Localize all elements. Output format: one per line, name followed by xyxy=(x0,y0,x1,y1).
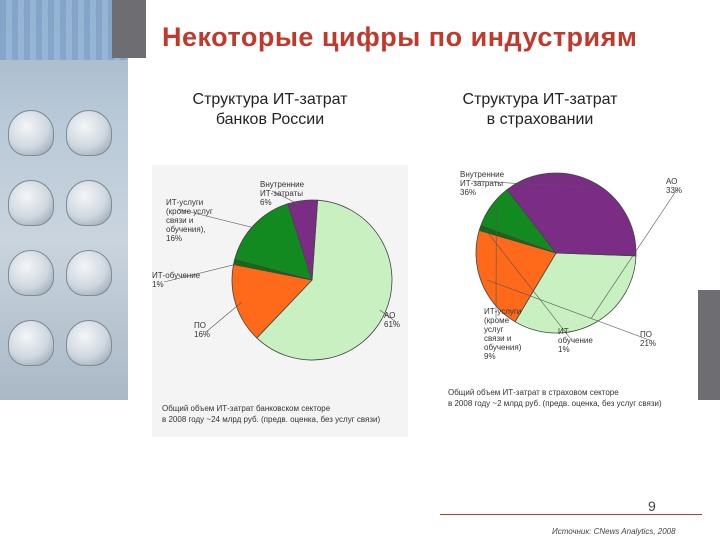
chart-title-line: банков России xyxy=(215,111,325,128)
pie-slice-0 xyxy=(256,199,393,361)
slice-label-line: ИТ-затраты xyxy=(260,189,303,198)
chart-note-line: Общий объем ИТ-затрат банковском секторе xyxy=(162,404,331,413)
page-number: 9 xyxy=(648,498,656,514)
slice-label-line: Внутренние xyxy=(460,170,505,179)
slice-label-line: ИТ-затраты xyxy=(460,179,503,188)
slice-label-line: ИТ-обучение xyxy=(152,271,201,280)
slice-label-line: АО xyxy=(384,311,395,320)
chart-title-line: в страховании xyxy=(486,111,594,128)
slice-label-line: АО xyxy=(666,177,677,186)
helmet-image xyxy=(8,250,54,296)
slice-label-line: (кроме xyxy=(484,316,510,325)
slice-label: АО 33% xyxy=(666,177,682,195)
leader-line xyxy=(177,208,259,230)
pie-slice-3 xyxy=(234,203,313,281)
slice-label-line: обучения), xyxy=(166,225,206,234)
helmet-image xyxy=(66,250,112,296)
chart-note-line: в 2008 году ~2 млрд руб. (предв. оценка,… xyxy=(448,399,662,408)
slice-label: Внутренние ИТ-затраты 36% xyxy=(460,170,505,197)
slice-label-line: 21% xyxy=(640,339,656,348)
slice-label-line: 1% xyxy=(152,280,164,289)
leader-line xyxy=(379,309,397,323)
pie-chart-insurance: АО 33% ПО 21% ИТ-обучение 1% ИТ-услуги (кроме ус… xyxy=(448,170,682,408)
chart-title-insurance: Структура ИТ-затрат в страховании xyxy=(430,90,650,130)
chart-panel-insurance: АО 33% ПО 21% ИТ-обучение 1% ИТ-услуги (кроме ус… xyxy=(440,165,696,420)
chart-title-line: Структура ИТ-затрат xyxy=(192,91,348,108)
slice-label-line: 9% xyxy=(484,352,496,361)
slice-label-line: услуг xyxy=(484,325,504,334)
slice-label-line: связи и xyxy=(166,216,193,225)
slice-label-line: 16% xyxy=(194,330,210,339)
slice-label-line: 1% xyxy=(558,345,570,354)
slice-label-line: ИТ- xyxy=(558,327,572,336)
footer-rule xyxy=(440,514,702,515)
helmet-image xyxy=(8,180,54,226)
chart-note: Общий объем ИТ-затрат банковском секторе… xyxy=(162,404,380,424)
chart-note: Общий объем ИТ-затрат в страховом сектор… xyxy=(448,388,662,408)
slice-label-line: Внутренние xyxy=(260,180,305,189)
slice-label-line: ИТ-услуги xyxy=(166,198,203,207)
leader-line xyxy=(163,263,240,283)
chart-note-line: Общий объем ИТ-затрат в страховом сектор… xyxy=(448,388,619,397)
leader-line xyxy=(485,229,571,339)
slice-label-line: 36% xyxy=(460,188,476,197)
slice-label: ИТ-обучение 1% xyxy=(558,327,593,354)
slice-label: ПО 16% xyxy=(194,321,210,339)
slice-label-line: связи и xyxy=(484,334,511,343)
slice-label: ИТ-обучение 1% xyxy=(152,271,201,289)
decorative-photo-strip xyxy=(0,0,128,400)
pie-slice-1 xyxy=(231,263,313,339)
helmet-image xyxy=(66,110,112,156)
slice-label-line: 6% xyxy=(260,198,272,207)
slice-label: Внутренние ИТ-затраты 6% xyxy=(260,180,305,207)
helmet-image xyxy=(8,320,54,366)
slice-label: АО 61% xyxy=(384,311,400,329)
slide-title: Некоторые цифры по индустриям xyxy=(162,22,638,52)
slice-label-line: 61% xyxy=(384,320,400,329)
chart-note-line: в 2008 году ~24 млрд руб. (предв. оценка… xyxy=(162,415,380,424)
slice-label-line: обучение xyxy=(558,336,593,345)
slice-label-line: ИТ-услуги xyxy=(484,307,521,316)
leader-line xyxy=(486,279,653,342)
source-note: Источник: CNews Analytics, 2008 xyxy=(552,527,676,536)
leader-line xyxy=(271,190,304,207)
leader-line xyxy=(205,302,242,333)
slice-label-line: 16% xyxy=(166,234,182,243)
helmet-image xyxy=(66,320,112,366)
slice-label-line: (кроме услуг xyxy=(166,207,213,216)
pie-slice-4 xyxy=(287,199,319,281)
decorative-block xyxy=(112,0,146,58)
pie-chart-banks: АО 61%ПО 16%ИТ-обучение 1%ИТ-услуги (кроме у… xyxy=(152,180,400,424)
slice-label: ПО 21% xyxy=(640,330,656,348)
helmet-image xyxy=(8,110,54,156)
slice-label-line: ПО xyxy=(640,330,652,339)
slice-label-line: обучения) xyxy=(484,343,522,352)
ruler-image xyxy=(0,0,128,60)
chart-title-banks: Структура ИТ-затрат банков России xyxy=(160,90,380,130)
decorative-bar xyxy=(698,290,720,400)
pie-slice-4 xyxy=(506,172,637,257)
slice-label: ИТ-услуги (кроме услуг связи и обучения) 9% xyxy=(484,307,522,361)
helmet-image xyxy=(66,180,112,226)
slice-label: ИТ-услуги (кроме услуг связи и обучения), 16… xyxy=(166,198,213,243)
chart-panel-banks: АО 61% ПО 16% ИТ-обучение 1% ИТ-услуги (кроме у… xyxy=(152,165,408,437)
slice-label-line: ПО xyxy=(194,321,206,330)
chart-title-line: Структура ИТ-затрат xyxy=(462,91,618,108)
leader-line xyxy=(471,180,590,188)
pie-slice-0 xyxy=(514,252,637,334)
slice-label-line: 33% xyxy=(666,186,682,195)
